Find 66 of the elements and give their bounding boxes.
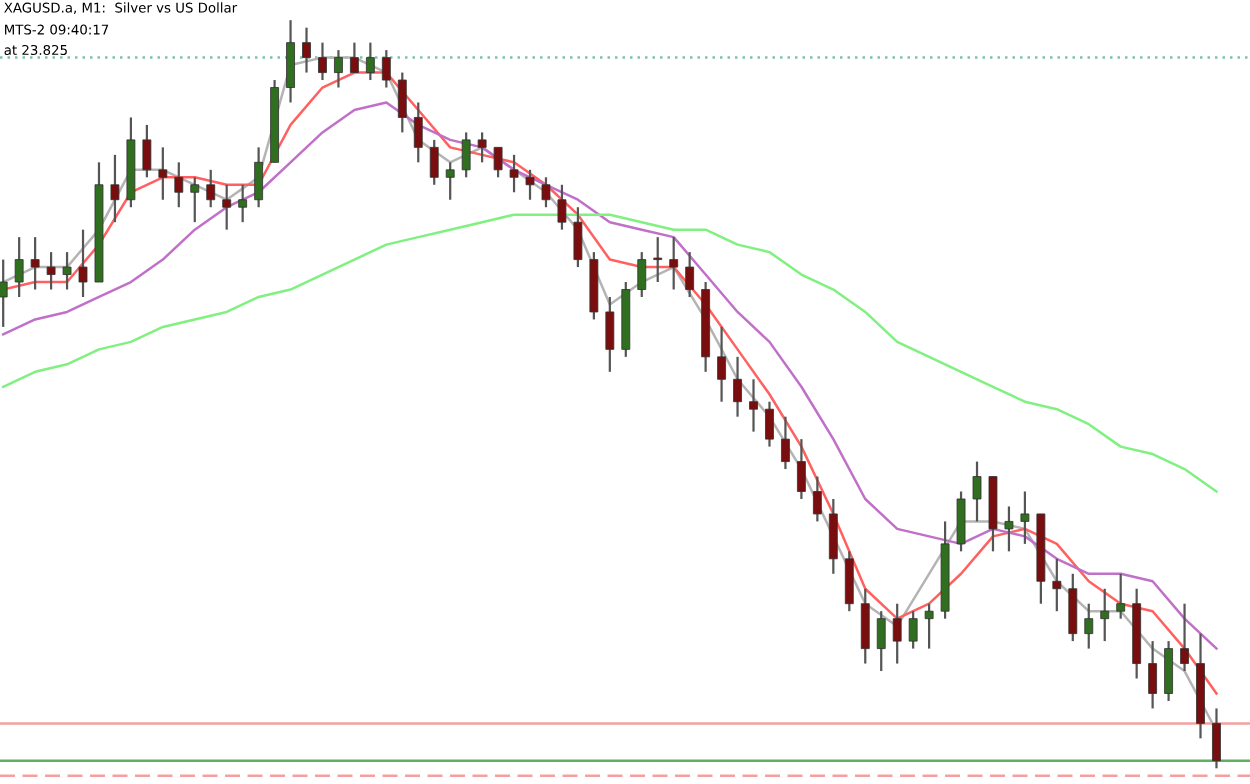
candlestick [1020, 490, 1030, 545]
candlestick [557, 183, 567, 231]
candlestick [365, 41, 375, 82]
candlestick [110, 153, 120, 224]
candlestick [860, 587, 870, 665]
candlestick [796, 438, 806, 501]
candlestick [876, 610, 886, 673]
candlestick [828, 497, 838, 575]
candlestick [78, 228, 88, 299]
candlestick [1180, 602, 1189, 673]
candlestick [781, 415, 790, 471]
candlestick [1212, 707, 1221, 770]
candlestick [0, 258, 8, 329]
candlestick [30, 236, 40, 291]
candlestick [509, 153, 519, 194]
candlestick [1004, 505, 1014, 553]
candlestick [812, 475, 822, 523]
candlestick [924, 602, 934, 650]
candlestick [573, 206, 583, 269]
candlestick [238, 183, 248, 224]
candlestick [318, 41, 327, 82]
candlestick [158, 146, 168, 201]
candlestick [1116, 572, 1126, 620]
candlestick [972, 460, 982, 523]
candlestick [733, 355, 742, 418]
candlestick [62, 251, 72, 291]
candlestick [286, 19, 295, 104]
candlestick [749, 378, 758, 433]
candlestick [1052, 557, 1062, 613]
candlestick [302, 26, 311, 74]
candlestick [493, 146, 503, 179]
candlestick [142, 123, 152, 179]
candlestick [685, 251, 695, 299]
candlestick [717, 325, 726, 403]
candlestick [1164, 640, 1173, 703]
candlestick [413, 101, 423, 164]
candlestick [525, 168, 535, 201]
candlestick [206, 168, 216, 209]
candlestick [765, 400, 774, 448]
candlestick [956, 490, 966, 553]
candlestick [653, 236, 663, 284]
candlestick [222, 183, 232, 231]
candlestick [381, 49, 391, 89]
candlestick [1148, 640, 1158, 710]
candlestick [190, 176, 200, 224]
candlestick [477, 131, 487, 164]
candlestick [1084, 602, 1094, 650]
candlestick [892, 602, 902, 665]
candlestick [14, 236, 24, 299]
candlestick [669, 236, 679, 291]
candlestick [174, 161, 184, 209]
candlestick [844, 550, 854, 613]
candlestick [461, 131, 471, 179]
candlestick [445, 161, 455, 201]
candlestick [254, 146, 264, 209]
candlestick [1100, 587, 1110, 643]
candlestick [46, 251, 56, 291]
candlestick [350, 41, 359, 74]
candlestick [541, 176, 551, 209]
candlestick [429, 138, 439, 186]
candlestick [334, 49, 343, 89]
candlestick [637, 251, 647, 299]
candlestick [1068, 572, 1078, 643]
candlestick [908, 610, 918, 650]
candlestick [397, 71, 407, 134]
candlestick [605, 295, 615, 373]
